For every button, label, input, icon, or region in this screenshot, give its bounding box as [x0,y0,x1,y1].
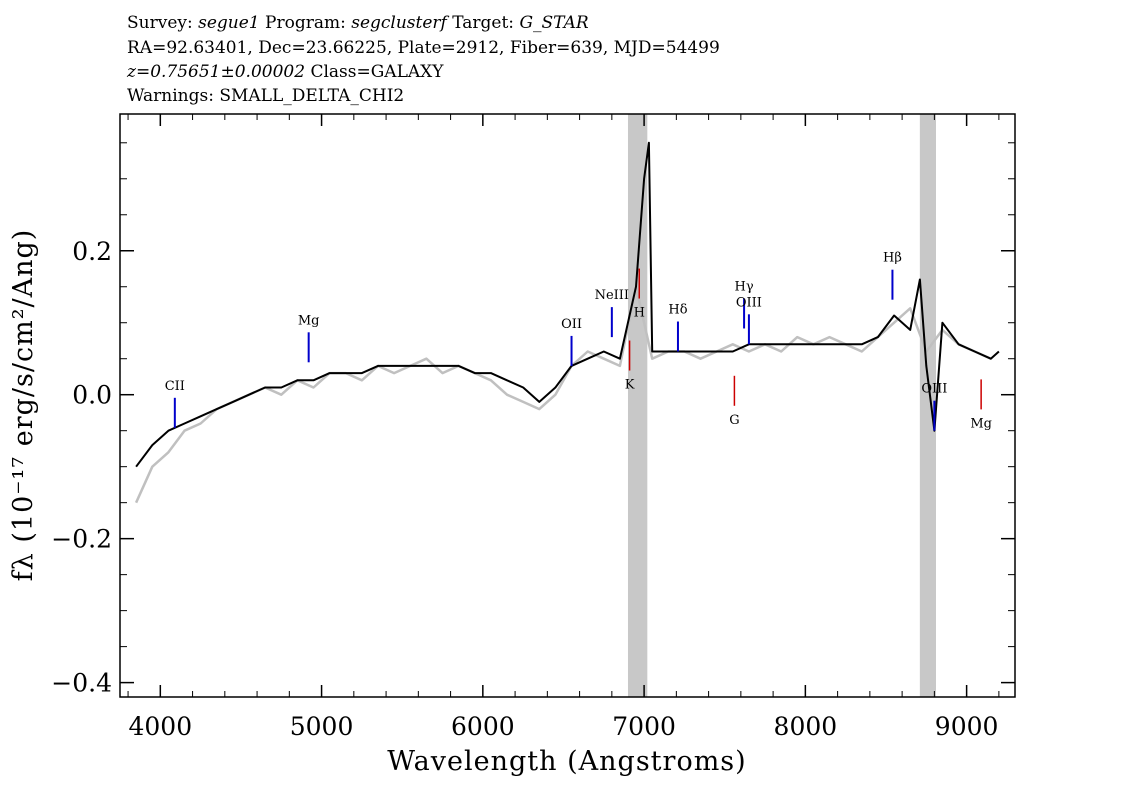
x-tick-label-3: 7000 [612,712,676,741]
target-label: Target: [452,13,515,33]
emission-label-5: Hγ [735,279,754,294]
redshift-value: z=0.75651±0.00002 [127,62,306,82]
series-model-line [135,141,1000,468]
y-tick-label-0: −0.4 [51,669,112,698]
masked-region-1 [919,114,936,697]
emission-label-7: Hβ [883,251,902,266]
emission-label-6: OIII [736,295,762,310]
header-survey-line: Survey: segue1 Program: segclusterf Targ… [127,13,589,33]
absorption-label-10: H [634,306,645,321]
emission-label-3: NeIII [595,288,629,303]
x-tick-label-0: 4000 [129,712,193,741]
plot-frame [119,113,1016,698]
survey-label: Survey: [127,13,193,33]
y-axis-title: fλ (10⁻¹⁷ erg/s/cm²/Ang) [8,229,39,582]
emission-label-0: CII [165,379,185,394]
target-value: G_STAR [519,13,589,33]
axis-ticks: 4000 5000 6000 7000 8000 9000 −0.4 −0.2 0.0 0.2 [51,114,1015,741]
header-redshift-line: z=0.75651±0.00002 Class=GALAXY [127,62,443,82]
emission-label-4: Hδ [668,303,687,318]
emission-label-1: Mg [298,313,320,328]
emission-label-8: OIII [921,382,947,397]
x-tick-label-2: 6000 [451,712,515,741]
data-series-layer [134,285,992,504]
emission-label-2: OII [561,317,582,332]
masked-region-0 [627,114,648,697]
x-axis-title: Wavelength (Angstroms) [387,746,746,777]
y-tick-label-1: −0.2 [51,525,112,554]
y-tick-label-3: 0.2 [72,237,112,266]
absorption-label-11: G [729,413,739,428]
series-data-line [134,285,992,504]
x-tick-label-4: 8000 [774,712,838,741]
y-tick-label-2: 0.0 [72,381,112,410]
absorption-label-9: K [625,378,635,393]
model-series-layer [135,141,1000,468]
absorption-label-12: Mg [970,416,992,431]
x-tick-label-1: 5000 [290,712,354,741]
header-warnings-line: Warnings: SMALL_DELTA_CHI2 [127,86,405,106]
header-coords-line: RA=92.63401, Dec=23.66225, Plate=2912, F… [127,38,720,58]
mask-regions [627,114,936,697]
program-value: segclusterf [351,13,447,33]
class-text: Class=GALAXY [310,62,444,82]
x-tick-label-5: 9000 [935,712,999,741]
program-label: Program: [265,13,346,33]
survey-value: segue1 [198,13,260,33]
